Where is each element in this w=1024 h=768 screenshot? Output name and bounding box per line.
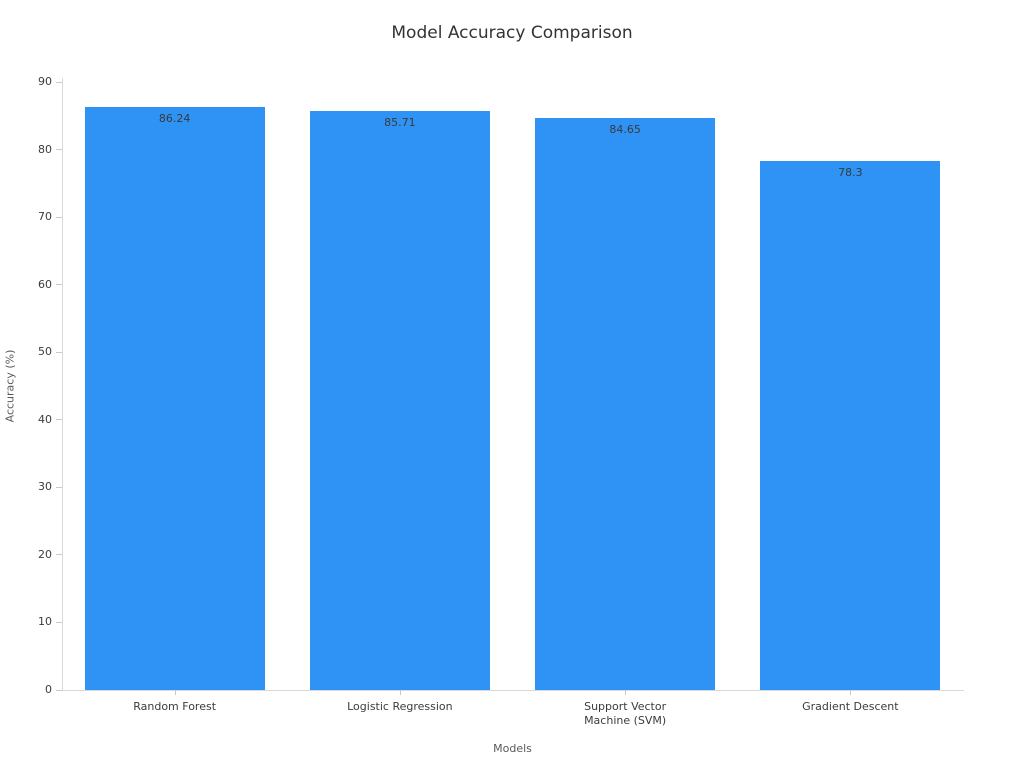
chart-title: Model Accuracy Comparison	[391, 23, 633, 43]
y-tick-label: 70	[38, 210, 52, 224]
bar	[84, 107, 265, 690]
y-tick-mark	[56, 284, 62, 286]
x-tick-mark	[174, 690, 176, 695]
x-axis-label: Models	[493, 742, 532, 755]
bar	[309, 110, 490, 690]
x-tick-mark	[850, 690, 852, 695]
x-axis-line	[62, 690, 964, 691]
y-tick-label: 20	[38, 547, 52, 561]
y-tick-mark	[56, 81, 62, 83]
y-tick-mark	[56, 689, 62, 691]
bar-value-label: 85.71	[384, 115, 416, 129]
y-tick-mark	[56, 486, 62, 488]
y-tick-mark	[56, 216, 62, 218]
bar-value-label: 84.65	[609, 123, 641, 137]
y-tick-label: 60	[38, 277, 52, 291]
bar-value-label: 86.24	[158, 112, 191, 126]
y-tick-label: 10	[38, 615, 52, 629]
x-tick-mark	[399, 690, 401, 695]
y-tick-label: 50	[38, 345, 52, 359]
y-tick-label: 90	[38, 75, 52, 88]
y-tick-label: 80	[38, 142, 52, 156]
bar	[760, 161, 941, 690]
bar-value-label: 78.3	[838, 166, 863, 180]
y-tick-mark	[56, 351, 62, 353]
x-tick-label: Random Forest	[133, 700, 217, 713]
x-tick-label: Gradient Descent	[802, 700, 899, 713]
y-tick-label: 0	[45, 683, 52, 696]
y-tick-mark	[56, 621, 62, 623]
x-tick-label: Support Vector Machine (SVM)	[584, 700, 667, 727]
y-tick-mark	[56, 149, 62, 151]
y-axis-line	[62, 78, 63, 690]
bar	[535, 118, 716, 690]
y-tick-mark	[56, 554, 62, 556]
y-axis-label: Accuracy (%)	[3, 349, 17, 423]
y-tick-label: 40	[38, 412, 52, 426]
x-tick-label: Logistic Regression	[347, 700, 453, 713]
y-tick-mark	[56, 419, 62, 421]
x-tick-mark	[625, 690, 627, 695]
y-tick-label: 30	[38, 480, 52, 494]
